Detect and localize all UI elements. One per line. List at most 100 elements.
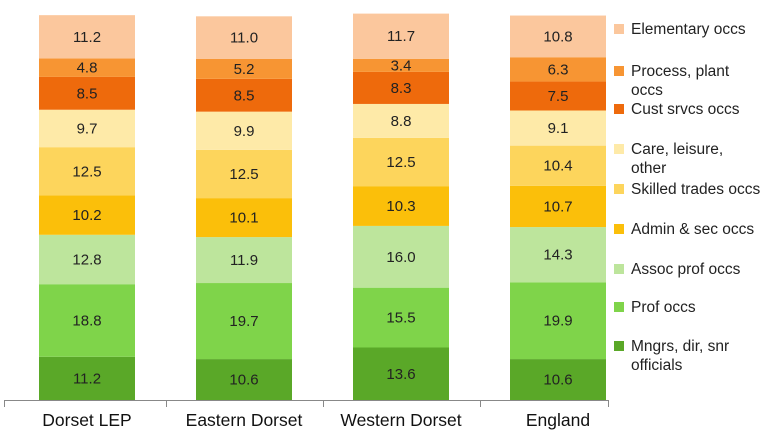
legend-swatch xyxy=(614,224,624,234)
data-label: 10.6 xyxy=(543,372,572,389)
bar-segment-western-dorset-admin-sec-occs xyxy=(353,186,449,226)
legend-label: Elementary occs xyxy=(631,21,746,38)
data-label: 11.7 xyxy=(387,28,415,45)
chart-legend: Elementary occs Process, plant occs Cust s… xyxy=(614,0,764,430)
bar-segment-eastern-dorset-elementary-occs xyxy=(196,16,292,59)
data-label: 11.2 xyxy=(73,370,101,387)
data-label: 12.8 xyxy=(72,252,101,269)
bar-segment-england-prof-occs xyxy=(510,282,606,360)
legend-item-care-leisure-other: Care, leisure, other xyxy=(614,140,761,178)
legend-item-admin-sec-occs: Admin & sec occs xyxy=(614,220,761,239)
legend-item-skilled-trades-occs: Skilled trades occs xyxy=(614,180,761,199)
legend-label: Admin & sec occs xyxy=(631,221,755,238)
data-label: 11.2 xyxy=(73,29,101,46)
data-label: 7.5 xyxy=(548,88,569,105)
bar-segment-eastern-dorset-prof-occs xyxy=(196,283,292,360)
bar-segment-england-mngrs-dir-snr-officials xyxy=(510,359,606,400)
legend-label: Skilled trades occs xyxy=(631,181,761,198)
legend-label: Care, leisure, other xyxy=(631,141,724,177)
data-label: 10.7 xyxy=(543,198,572,215)
legend-item-elementary-occs: Elementary occs xyxy=(614,20,761,39)
bar-segment-england-admin-sec-occs xyxy=(510,185,606,228)
bar-segment-eastern-dorset-process-plant-occs xyxy=(196,58,292,79)
legend-item-mngrs-dir-snr-officials: Mngrs, dir, snr officials xyxy=(614,337,761,375)
data-label: 10.8 xyxy=(543,28,572,45)
legend-item-process-plant-occs: Process, plant occs xyxy=(614,62,761,100)
x-tick-label-dorset-lep: Dorset LEP xyxy=(42,410,131,430)
bar-segment-western-dorset-assoc-prof-occs xyxy=(353,225,449,288)
data-label: 15.5 xyxy=(386,310,415,327)
bar-segment-western-dorset-care-leisure-other xyxy=(353,103,449,138)
data-label: 6.3 xyxy=(548,61,569,78)
data-label: 11.0 xyxy=(230,30,258,47)
data-label: 9.1 xyxy=(548,120,569,137)
bar-segment-england-assoc-prof-occs xyxy=(510,227,606,283)
bar-segment-western-dorset-skilled-trades-occs xyxy=(353,137,449,187)
bar-segment-dorset-lep-care-leisure-other xyxy=(39,109,135,148)
data-label: 4.8 xyxy=(77,60,98,77)
data-label: 10.3 xyxy=(386,198,415,215)
bar-segment-dorset-lep-mngrs-dir-snr-officials xyxy=(39,356,135,400)
data-label: 8.8 xyxy=(391,113,412,130)
legend-swatch xyxy=(614,302,624,312)
bar-segment-dorset-lep-admin-sec-occs xyxy=(39,195,135,235)
data-label: 16.0 xyxy=(386,249,415,266)
legend-swatch xyxy=(614,264,624,274)
bar-segment-eastern-dorset-admin-sec-occs xyxy=(196,198,292,238)
bar-segment-eastern-dorset-skilled-trades-occs xyxy=(196,149,292,199)
data-label: 3.4 xyxy=(391,57,412,74)
legend-label: Assoc prof occs xyxy=(631,261,741,278)
legend-item-cust-srvcs-occs: Cust srvcs occs xyxy=(614,100,761,119)
bar-segment-england-process-plant-occs xyxy=(510,57,606,82)
bar-segment-western-dorset-elementary-occs xyxy=(353,13,449,59)
legend-item-prof-occs: Prof occs xyxy=(614,298,761,317)
bar-segment-england-skilled-trades-occs xyxy=(510,145,606,186)
x-tick-label-western-dorset: Western Dorset xyxy=(340,410,461,430)
data-label: 9.9 xyxy=(234,123,255,140)
legend-swatch xyxy=(614,184,624,194)
bar-segment-eastern-dorset-care-leisure-other xyxy=(196,111,292,150)
data-label: 8.3 xyxy=(391,80,412,97)
bar-segment-england-cust-srvcs-occs xyxy=(510,81,606,111)
stacked-bar-chart: 11.2 18.8 12.8 10.2 12.5 9.7 8.5 4.8 11.2 10.6 19.… xyxy=(4,13,609,430)
x-tick-label-eastern-dorset: Eastern Dorset xyxy=(186,410,303,430)
data-label: 9.7 xyxy=(77,120,98,137)
legend-swatch xyxy=(614,104,624,114)
legend-label: Prof occs xyxy=(631,299,696,316)
data-label: 13.6 xyxy=(386,366,415,383)
legend-swatch xyxy=(614,341,624,351)
data-label: 10.6 xyxy=(229,372,258,389)
data-label: 8.5 xyxy=(77,85,98,102)
bar-segment-eastern-dorset-cust-srvcs-occs xyxy=(196,78,292,112)
data-label: 10.1 xyxy=(229,210,258,227)
bar-segment-england-elementary-occs xyxy=(510,15,606,58)
legend-label: Mngrs, dir, snr officials xyxy=(631,338,730,374)
data-label: 18.8 xyxy=(72,312,101,329)
bar-segment-dorset-lep-prof-occs xyxy=(39,284,135,357)
data-label: 19.9 xyxy=(543,313,572,330)
legend-item-assoc-prof-occs: Assoc prof occs xyxy=(614,260,761,279)
bar-segment-western-dorset-prof-occs xyxy=(353,287,449,348)
data-label: 11.9 xyxy=(230,252,258,269)
data-label: 12.5 xyxy=(72,163,101,180)
x-tick-label-england: England xyxy=(526,410,590,430)
data-label: 8.5 xyxy=(234,87,255,104)
data-label: 12.5 xyxy=(229,166,258,183)
data-label: 10.4 xyxy=(543,158,572,175)
bar-segment-western-dorset-mngrs-dir-snr-officials xyxy=(353,347,449,400)
data-label: 10.2 xyxy=(72,207,101,224)
data-label: 19.7 xyxy=(229,313,258,330)
legend-label: Process, plant occs xyxy=(631,63,730,99)
bar-segment-dorset-lep-skilled-trades-occs xyxy=(39,147,135,196)
bar-segment-dorset-lep-process-plant-occs xyxy=(39,58,135,77)
bar-segment-dorset-lep-elementary-occs xyxy=(39,15,135,59)
legend-swatch xyxy=(614,144,624,154)
bar-segment-eastern-dorset-assoc-prof-occs xyxy=(196,237,292,284)
bar-segment-eastern-dorset-mngrs-dir-snr-officials xyxy=(196,359,292,400)
legend-label: Cust srvcs occs xyxy=(631,101,740,118)
bar-segment-dorset-lep-cust-srvcs-occs xyxy=(39,76,135,110)
bar-segment-western-dorset-process-plant-occs xyxy=(353,58,449,72)
data-label: 12.5 xyxy=(386,154,415,171)
legend-swatch xyxy=(614,24,624,34)
